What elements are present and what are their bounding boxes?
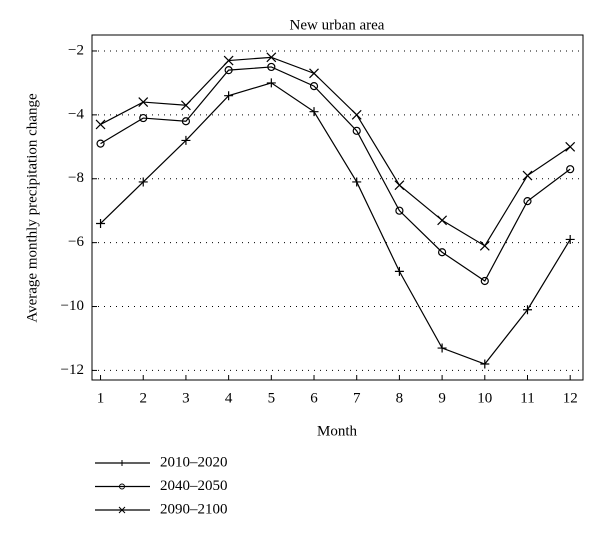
point <box>267 62 276 72</box>
y-tick-label: −10 <box>61 298 84 314</box>
point <box>266 52 277 63</box>
point <box>139 113 148 123</box>
point <box>480 276 489 286</box>
series-line <box>100 82 571 365</box>
plot-frame <box>91 34 584 381</box>
legend-label: 2040–2050 <box>160 478 228 494</box>
point <box>480 359 490 369</box>
x-tick-label: 10 <box>477 390 492 406</box>
x-tick-label: 1 <box>97 390 105 406</box>
point <box>96 139 105 148</box>
legend-marker <box>119 460 125 466</box>
point <box>352 177 362 187</box>
point <box>309 107 319 117</box>
point <box>309 82 319 91</box>
point <box>523 197 532 206</box>
legend-label: 2010–2020 <box>160 454 228 470</box>
legend-label: 2090–2100 <box>160 501 228 517</box>
point <box>181 117 191 126</box>
series-line <box>100 56 571 247</box>
point <box>138 97 149 108</box>
x-tick-label: 11 <box>520 390 534 406</box>
point <box>565 141 576 152</box>
x-tick-label: 4 <box>225 390 233 406</box>
y-tick-label: −12 <box>61 362 84 378</box>
y-tick-label: −8 <box>68 170 84 186</box>
point <box>479 240 490 251</box>
point <box>138 177 148 187</box>
point <box>394 266 404 276</box>
x-tick-label: 12 <box>563 390 578 406</box>
x-tick-label: 8 <box>396 390 404 406</box>
point <box>96 218 106 228</box>
legend-marker <box>118 506 126 514</box>
point <box>266 78 276 88</box>
point <box>352 126 361 135</box>
point <box>566 165 575 174</box>
point <box>394 180 405 191</box>
x-tick-label: 6 <box>310 390 318 406</box>
y-axis-label: Average monthly precipitation change <box>24 93 40 323</box>
point <box>224 66 233 75</box>
point <box>565 234 575 244</box>
point <box>437 343 447 353</box>
point <box>522 170 533 181</box>
point <box>395 206 404 215</box>
point <box>351 109 362 120</box>
point <box>223 55 234 66</box>
point <box>309 68 319 79</box>
x-tick-label: 3 <box>182 390 190 406</box>
y-tick-label: −6 <box>68 234 84 250</box>
x-tick-label: 5 <box>268 390 276 406</box>
y-tick-label: −4 <box>68 106 84 122</box>
series-line <box>100 66 571 282</box>
chart-title: New urban area <box>290 17 385 33</box>
point <box>181 135 191 145</box>
x-tick-label: 2 <box>139 390 147 406</box>
point <box>437 215 448 226</box>
legend-marker <box>119 483 125 490</box>
point <box>438 248 447 257</box>
point <box>181 100 191 111</box>
x-axis-label: Month <box>317 423 358 439</box>
x-tick-label: 9 <box>438 390 446 406</box>
point <box>224 91 234 101</box>
point <box>95 119 106 130</box>
y-tick-label: −2 <box>68 42 84 58</box>
point <box>522 305 532 315</box>
x-tick-label: 7 <box>353 390 361 406</box>
